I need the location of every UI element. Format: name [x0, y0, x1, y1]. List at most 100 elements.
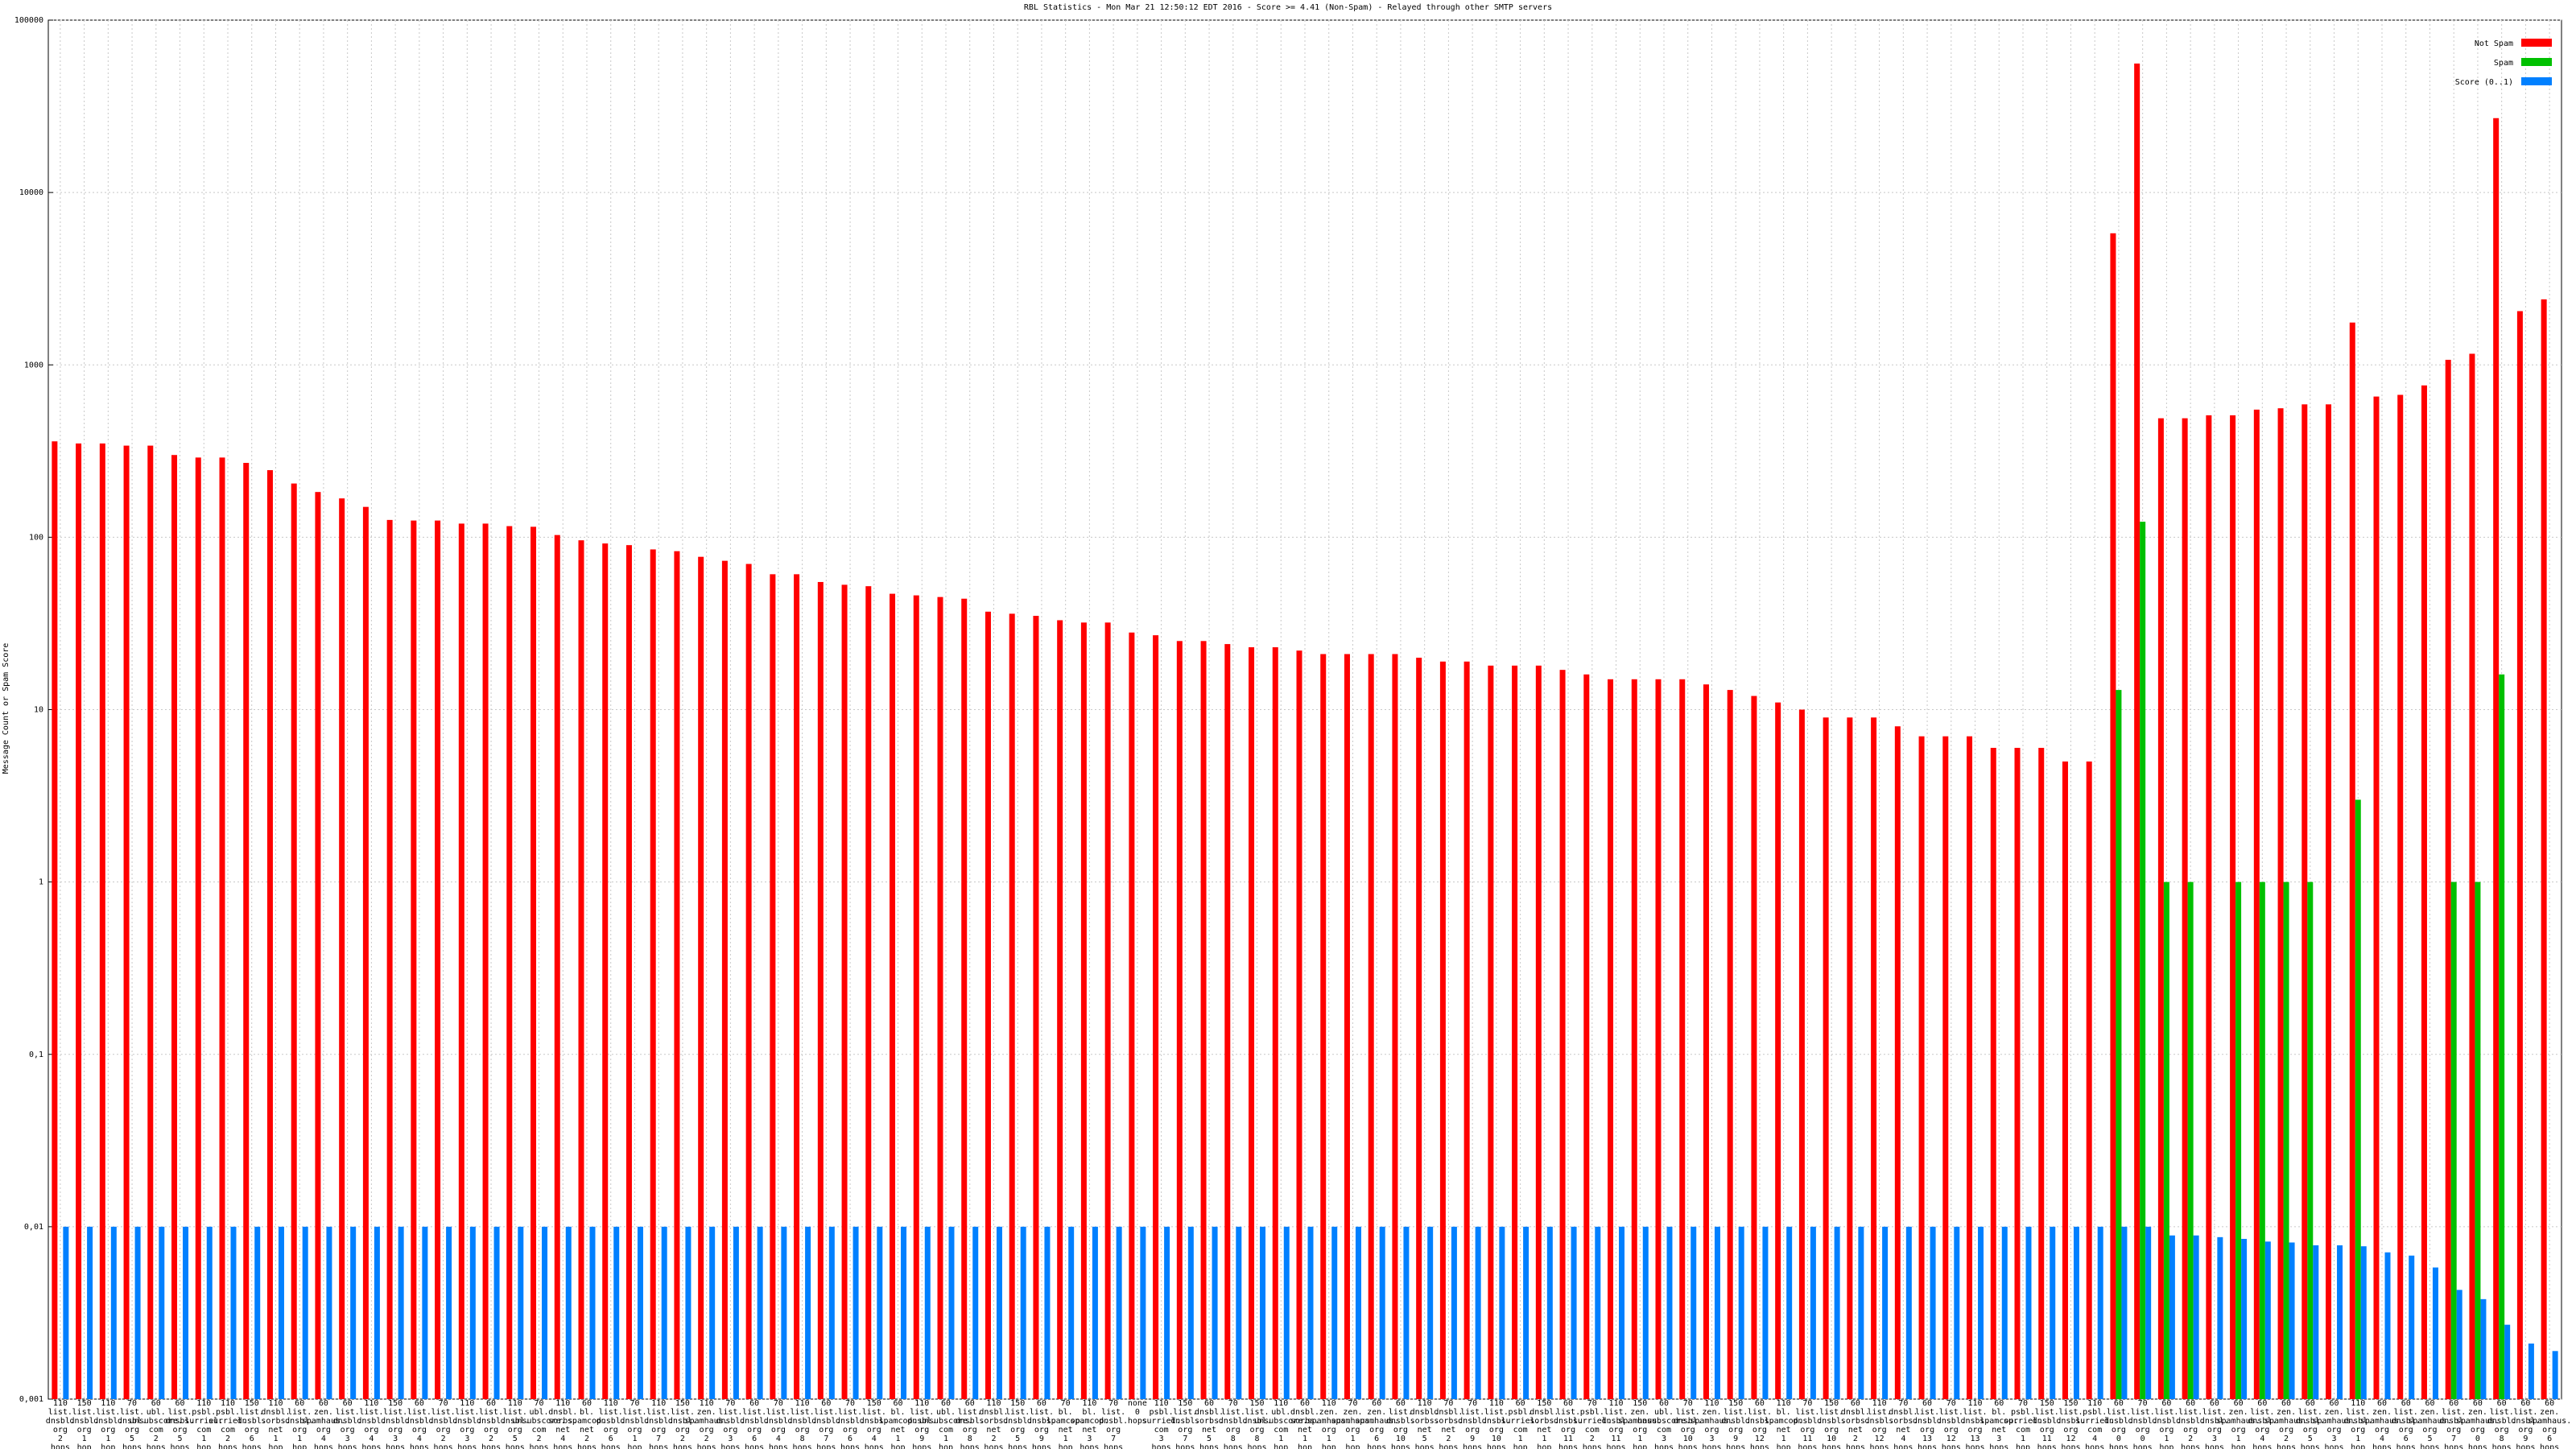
bar	[2235, 881, 2242, 1399]
label-line: 8	[968, 1435, 972, 1443]
label-line: 150	[1728, 1399, 1743, 1408]
bar	[482, 523, 489, 1399]
label-line: psbl.	[192, 1408, 216, 1417]
bar	[2050, 1226, 2056, 1399]
bar	[518, 1226, 524, 1399]
label-line: 10	[1683, 1435, 1693, 1443]
label-line: 8	[1255, 1435, 1260, 1443]
bar	[2337, 1245, 2343, 1399]
label-line: 4	[560, 1435, 565, 1443]
bar	[2469, 353, 2475, 1399]
bar	[2121, 1226, 2128, 1399]
x-tick-label: 110 psbl. surriel. com 4 hops	[2075, 1399, 2114, 1449]
x-tick-label: 150 list. dnsbl. org 7 hops	[1170, 1399, 1199, 1449]
bar	[1905, 1226, 1912, 1399]
bar	[2140, 522, 2146, 1400]
x-tick-label: 60 list. dnsbl. org 0 hops	[2104, 1399, 2133, 1449]
label-line: 60	[175, 1399, 185, 1408]
y-axis-label: Message Count or Spam Score	[2, 643, 10, 774]
label-line: zen.	[697, 1408, 716, 1417]
bar	[2062, 761, 2068, 1399]
x-tick-label: 110 bl. spamcop. net 3 hops	[1070, 1399, 1108, 1449]
x-tick-label: 110 ubl. unsubscore. com 1 hop	[1254, 1399, 1307, 1449]
label-line: spamhaus.	[2528, 1417, 2571, 1426]
label-line: dnsbl.	[644, 1417, 673, 1426]
label-line: 1	[632, 1435, 637, 1443]
bar	[2259, 881, 2265, 1399]
bar	[159, 1226, 165, 1399]
label-line: dnsbl.	[979, 1408, 1008, 1417]
label-line: 70	[1802, 1399, 1812, 1408]
label-line: hops	[1558, 1443, 1578, 1449]
bar	[2014, 748, 2021, 1399]
label-line: 4	[1901, 1435, 1905, 1443]
bar	[435, 520, 441, 1399]
label-line: spamhaus.	[2456, 1417, 2500, 1426]
label-line: dnsbl.	[429, 1417, 458, 1426]
label-line: 60	[1516, 1399, 1525, 1408]
label-line: org	[1465, 1426, 1480, 1435]
label-line: org	[604, 1426, 618, 1435]
bar	[937, 597, 943, 1399]
bar	[1153, 635, 1159, 1399]
label-line: list.	[167, 1408, 192, 1417]
label-line: 10	[1827, 1435, 1836, 1443]
label-line: 5	[2427, 1435, 2432, 1443]
legend-swatch	[2521, 77, 2552, 85]
bar	[1871, 717, 1877, 1399]
label-line: list.	[1484, 1408, 1509, 1417]
x-tick-label: 150 list. dnsbl. org 11 hops	[2033, 1399, 2062, 1449]
bar	[326, 1226, 332, 1399]
label-line: ubl.	[1654, 1408, 1674, 1417]
x-tick-label: 110 list. dnsbl. org 7 hops	[644, 1399, 673, 1449]
label-line: 110	[2351, 1399, 2365, 1408]
label-line: hops	[386, 1443, 405, 1449]
bar	[890, 593, 896, 1399]
label-line: org	[2399, 1426, 2413, 1435]
label-line: unsubscore.	[919, 1417, 972, 1426]
label-line: org	[1944, 1426, 1959, 1435]
label-line: 60	[2210, 1399, 2219, 1408]
label-line: org	[867, 1426, 881, 1435]
label-line: surriel.	[2075, 1417, 2114, 1426]
label-line: dnsbl.	[1674, 1417, 1703, 1426]
bar	[1033, 616, 1039, 1399]
bar	[2397, 394, 2404, 1400]
bar	[1642, 1226, 1649, 1399]
label-line: hop	[1537, 1443, 1551, 1449]
label-line: zen.	[1630, 1408, 1649, 1417]
x-tick-label: 70 list. dnsbl. org 7 hops	[1099, 1399, 1128, 1449]
bar	[302, 1226, 308, 1399]
label-line: 1	[2355, 1435, 2360, 1443]
label-line: com	[1513, 1426, 1528, 1435]
bar	[2157, 418, 2164, 1399]
label-line: 60	[1755, 1399, 1765, 1408]
label-line: hops	[745, 1443, 764, 1449]
label-line: org	[1010, 1426, 1025, 1435]
label-line: 110	[1418, 1399, 1432, 1408]
bar	[2206, 415, 2212, 1400]
label-line: 70	[1587, 1399, 1597, 1408]
label-line: list.	[1221, 1408, 1245, 1417]
label-line: 110	[101, 1399, 115, 1408]
label-line: 60	[2234, 1399, 2244, 1408]
label-line: org	[700, 1426, 714, 1435]
bar	[2326, 404, 2332, 1400]
bar	[1798, 709, 1805, 1399]
label-line: zen.	[2324, 1408, 2343, 1417]
x-tick-label: 60 zen. spamhaus. org 5 hops	[2408, 1399, 2451, 1449]
label-line: sorbs.	[548, 1417, 577, 1426]
label-line: sorbs.	[1841, 1417, 1870, 1426]
label-line: list.	[1173, 1408, 1197, 1417]
label-line: 5	[1207, 1435, 1212, 1443]
bar	[1559, 670, 1566, 1399]
bar	[1283, 1226, 1290, 1399]
label-line: list.	[2202, 1408, 2227, 1417]
bar	[1512, 665, 1518, 1399]
label-line: dnsbl.	[1745, 1417, 1774, 1426]
label-line: list.	[2058, 1408, 2083, 1417]
x-tick-label: 60 list. dnsbl. org 1 hop	[285, 1399, 314, 1449]
label-line: 5	[1422, 1435, 1427, 1443]
label-line: org	[651, 1426, 666, 1435]
